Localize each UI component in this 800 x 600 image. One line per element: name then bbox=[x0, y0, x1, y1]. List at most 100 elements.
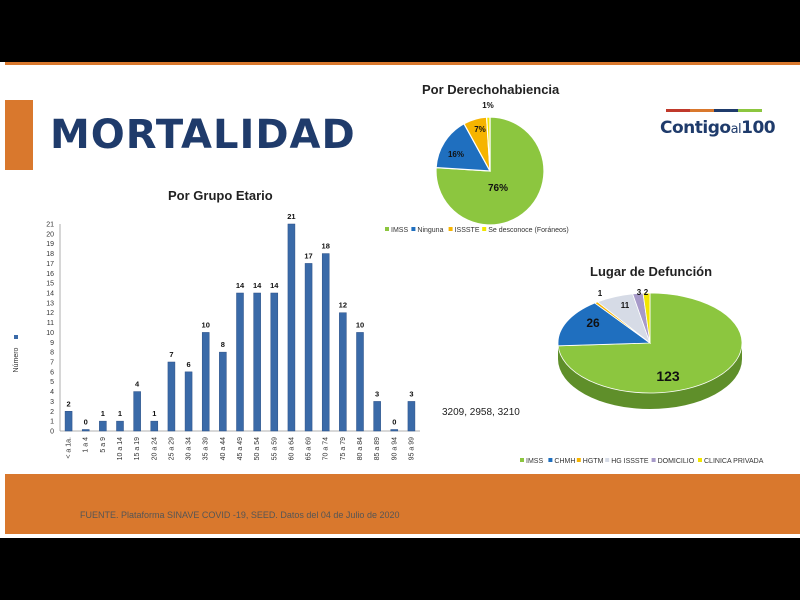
bar-value-label: 1 bbox=[101, 409, 105, 418]
bar-value-label: 0 bbox=[392, 418, 396, 427]
x-tick-label: 55 a 59 bbox=[271, 437, 278, 460]
bar bbox=[133, 391, 141, 432]
y-tick-label: 3 bbox=[50, 399, 54, 406]
legend-swatch bbox=[698, 458, 702, 462]
legend-swatch bbox=[385, 227, 389, 231]
bar bbox=[236, 292, 244, 432]
pie-slice bbox=[642, 292, 651, 344]
legend-swatch bbox=[548, 458, 553, 462]
bar-value-label: 0 bbox=[84, 418, 88, 427]
y-tick-label: 17 bbox=[46, 261, 54, 268]
pie-value-label: 26 bbox=[586, 316, 600, 330]
bar bbox=[81, 429, 90, 432]
bar bbox=[201, 332, 210, 432]
legend-swatch bbox=[520, 458, 524, 462]
pie-value-label: 11 bbox=[621, 301, 630, 310]
bar-value-label: 14 bbox=[253, 281, 262, 290]
bar bbox=[219, 351, 227, 432]
bar bbox=[356, 332, 364, 432]
top-accent-line bbox=[5, 62, 800, 65]
bar bbox=[253, 292, 261, 432]
y-tick-label: 11 bbox=[47, 320, 54, 327]
bar-value-label: 12 bbox=[339, 301, 347, 310]
x-tick-label: 85 a 89 bbox=[374, 437, 381, 460]
title-accent-band bbox=[5, 100, 33, 170]
legend-swatch bbox=[482, 227, 487, 231]
pie2-chart-title: Lugar de Defunción bbox=[590, 264, 713, 279]
y-tick-label: 16 bbox=[46, 271, 54, 278]
bar-value-label: 21 bbox=[287, 212, 295, 221]
x-tick-label: < a 1a. bbox=[66, 437, 73, 459]
y-tick-label: 0 bbox=[50, 429, 54, 436]
legend-swatch bbox=[576, 458, 581, 462]
y-tick-label: 2 bbox=[50, 409, 54, 416]
pie-value-label: 1% bbox=[482, 101, 494, 110]
y-tick-label: 6 bbox=[50, 369, 54, 376]
pie-value-label: 1 bbox=[598, 289, 603, 298]
y-tick-label: 1 bbox=[50, 419, 54, 426]
y-tick-label: 18 bbox=[46, 251, 54, 258]
legend-label: Se desconoce (Foráneos) bbox=[488, 227, 569, 234]
bar bbox=[64, 411, 73, 432]
y-tick-label: 8 bbox=[50, 350, 54, 357]
legend-swatch bbox=[651, 458, 656, 462]
bar bbox=[390, 429, 399, 432]
pie1-chart-title: Por Derechohabiencia bbox=[422, 82, 560, 97]
pie-slice bbox=[435, 122, 492, 172]
x-tick-label: 20 a 24 bbox=[151, 437, 158, 460]
pie-value-label: 7% bbox=[474, 125, 486, 134]
x-tick-label: 1 a 4 bbox=[83, 437, 90, 453]
x-tick-label: 90 a 94 bbox=[391, 437, 398, 460]
bar-value-label: 2 bbox=[66, 399, 70, 408]
bar-value-label: 14 bbox=[236, 281, 245, 290]
pie-value-label: 123 bbox=[656, 368, 680, 384]
x-tick-label: 70 a 74 bbox=[323, 437, 330, 460]
bar bbox=[287, 223, 296, 432]
bar bbox=[99, 420, 107, 432]
y-tick-label: 12 bbox=[46, 310, 54, 317]
bar bbox=[339, 312, 347, 432]
legend-label: HGTM bbox=[583, 458, 604, 465]
y-tick-label: 13 bbox=[46, 300, 54, 307]
bar-value-label: 14 bbox=[270, 281, 279, 290]
bar bbox=[321, 253, 330, 432]
y-tick-label: 10 bbox=[46, 330, 54, 337]
bar-value-label: 1 bbox=[152, 409, 156, 418]
logo-stripe bbox=[666, 109, 762, 112]
x-tick-label: 75 a 79 bbox=[340, 437, 347, 460]
y-tick-label: 5 bbox=[50, 379, 54, 386]
bar-value-label: 10 bbox=[356, 320, 364, 329]
x-tick-label: 40 a 44 bbox=[220, 437, 227, 460]
x-tick-label: 65 a 69 bbox=[306, 437, 313, 460]
legend-label: CLINICA PRIVADA bbox=[704, 458, 764, 465]
y-tick-label: 9 bbox=[50, 340, 54, 347]
bar-value-label: 7 bbox=[169, 350, 173, 359]
x-tick-label: 5 a 9 bbox=[100, 437, 107, 453]
pie-chart-derechohabiencia: 76% 16% 7% 1% IMSS Ninguna ISSSTE Se desconoce … bbox=[385, 101, 569, 234]
pie-value-label: 76% bbox=[488, 183, 508, 194]
bar-value-label: 3 bbox=[409, 389, 413, 398]
pie-value-label: 3 bbox=[637, 288, 642, 297]
bar bbox=[373, 401, 381, 432]
legend-swatch bbox=[411, 227, 416, 231]
bar bbox=[184, 371, 193, 432]
legend-swatch bbox=[448, 227, 453, 231]
legend-label: ISSSTE bbox=[455, 227, 480, 234]
page-title: MORTALIDAD bbox=[50, 112, 356, 158]
pie-value-label: 2 bbox=[644, 288, 649, 297]
x-tick-label: 45 a 49 bbox=[237, 437, 244, 460]
pie-slice bbox=[557, 302, 652, 347]
bar-value-label: 6 bbox=[186, 360, 190, 369]
bar-value-label: 8 bbox=[221, 340, 225, 349]
legend-label: HG ISSSTE bbox=[611, 458, 649, 465]
y-tick-label: 15 bbox=[46, 281, 54, 288]
y-tick-label: 7 bbox=[50, 360, 54, 367]
bar bbox=[167, 361, 176, 432]
legend-label: CHMH bbox=[554, 458, 575, 465]
legend-label: IMSS bbox=[526, 458, 543, 465]
bar bbox=[116, 420, 124, 432]
bar bbox=[407, 401, 416, 432]
slide: MORTALIDAD Contigoal100 Por Grupo Etario… bbox=[0, 62, 800, 538]
pie-value-label: 16% bbox=[448, 150, 464, 159]
